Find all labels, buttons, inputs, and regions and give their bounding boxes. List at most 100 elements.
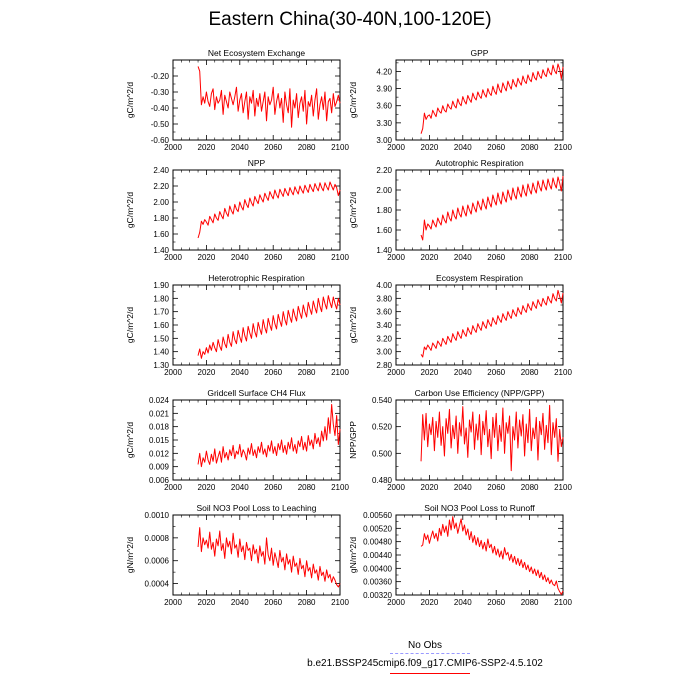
- panel-gpp-ytick-label: 3.00: [376, 136, 392, 145]
- panel-npp-ytick-label: 2.20: [153, 182, 169, 191]
- panel-ecosystem-respiration-ytick-label: 2.80: [376, 361, 392, 370]
- panel-carbon-use-efficiency-npp-gpp: Carbon Use Efficiency (NPP/GPP) 2000 2020 2…: [348, 388, 572, 492]
- panel-soil-no3-pool-loss-to-runoff-frame: [395, 514, 564, 596]
- panel-gpp-xtick-label: 2000: [387, 143, 405, 152]
- panel-gridcell-surface-ch4-flux-frame: [172, 399, 341, 481]
- panel-autotrophic-respiration-xtick-label: 2020: [421, 253, 439, 262]
- panel-gridcell-surface-ch4-flux-ytick-label: 0.021: [149, 409, 170, 418]
- panel-autotrophic-respiration-ylabel: gC/m^2/d: [348, 192, 358, 228]
- panel-soil-no3-pool-loss-to-leaching-xtick-label: 2000: [164, 598, 182, 607]
- panel-heterotrophic-respiration-ytick-label: 1.70: [153, 308, 169, 317]
- panel-gridcell-surface-ch4-flux-xtick-label: 2080: [298, 483, 316, 492]
- panel-net-ecosystem-exchange-ytick-label: -0.60: [151, 136, 170, 145]
- panel-soil-no3-pool-loss-to-runoff-xtick-label: 2100: [554, 598, 572, 607]
- panel-ecosystem-respiration-ylabel: gC/m^2/d: [348, 307, 358, 343]
- panel-gpp-xtick-label: 2080: [521, 143, 539, 152]
- panel-heterotrophic-respiration-ytick-label: 1.50: [153, 334, 169, 343]
- panel-carbon-use-efficiency-npp-gpp-xtick-label: 2060: [487, 483, 505, 492]
- panel-soil-no3-pool-loss-to-leaching-ytick-label: 0.0008: [145, 534, 170, 543]
- panel-net-ecosystem-exchange-ytick-label: -0.20: [151, 72, 170, 81]
- panel-heterotrophic-respiration-frame: [172, 284, 341, 366]
- legend-line-model-run: [390, 673, 470, 674]
- panel-soil-no3-pool-loss-to-runoff-xtick-label: 2080: [521, 598, 539, 607]
- panel-gpp-title: GPP: [471, 48, 489, 58]
- panel-soil-no3-pool-loss-to-runoff-xtick-label: 2060: [487, 598, 505, 607]
- panel-carbon-use-efficiency-npp-gpp-title: Carbon Use Efficiency (NPP/GPP): [415, 388, 545, 398]
- panel-ecosystem-respiration-ytick-label: 4.00: [376, 281, 392, 290]
- panel-heterotrophic-respiration-xtick-label: 2040: [231, 368, 249, 377]
- panel-soil-no3-pool-loss-to-leaching-xtick-label: 2060: [264, 598, 282, 607]
- panel-gridcell-surface-ch4-flux-xtick-label: 2000: [164, 483, 182, 492]
- panel-gridcell-surface-ch4-flux-xtick-label: 2100: [331, 483, 349, 492]
- panel-soil-no3-pool-loss-to-leaching-xtick-label: 2080: [298, 598, 316, 607]
- panel-soil-no3-pool-loss-to-leaching-ytick-label: 0.0010: [145, 511, 170, 520]
- panel-gridcell-surface-ch4-flux-ytick-label: 0.009: [149, 463, 170, 472]
- panel-npp-series-line-0: [197, 181, 341, 239]
- panel-soil-no3-pool-loss-to-runoff: Soil NO3 Pool Loss to Runoff 2000 2020 2040…: [348, 503, 572, 607]
- panel-ecosystem-respiration-ytick-label: 3.40: [376, 321, 392, 330]
- panel-ecosystem-respiration-xtick-label: 2000: [387, 368, 405, 377]
- panel-autotrophic-respiration-ytick-label: 1.40: [376, 246, 392, 255]
- panel-soil-no3-pool-loss-to-leaching-ylabel: gN/m^2/d: [125, 537, 135, 573]
- panel-carbon-use-efficiency-npp-gpp-xtick-label: 2100: [554, 483, 572, 492]
- panel-autotrophic-respiration-xtick-label: 2080: [521, 253, 539, 262]
- panel-gridcell-surface-ch4-flux-xtick-label: 2020: [198, 483, 216, 492]
- panel-carbon-use-efficiency-npp-gpp-ytick-label: 0.540: [372, 396, 393, 405]
- panel-heterotrophic-respiration-ytick-label: 1.90: [153, 281, 169, 290]
- panel-net-ecosystem-exchange: Net Ecosystem Exchange 2000 2020 2040 2060 20…: [125, 48, 349, 152]
- legend-entry-no-obs: No Obs: [408, 640, 442, 651]
- panel-gridcell-surface-ch4-flux-ytick-label: 0.024: [149, 396, 170, 405]
- panel-ecosystem-respiration-ytick-label: 3.60: [376, 308, 392, 317]
- panel-soil-no3-pool-loss-to-runoff-ytick-label: 0.00400: [363, 564, 392, 573]
- panel-npp-xtick-label: 2040: [231, 253, 249, 262]
- panel-heterotrophic-respiration-xtick-label: 2060: [264, 368, 282, 377]
- panel-heterotrophic-respiration-xtick-label: 2000: [164, 368, 182, 377]
- panel-gridcell-surface-ch4-flux-ytick-label: 0.006: [149, 476, 170, 485]
- panel-heterotrophic-respiration-ytick-label: 1.30: [153, 361, 169, 370]
- panel-soil-no3-pool-loss-to-leaching-title: Soil NO3 Pool Loss to Leaching: [196, 503, 316, 513]
- panel-gpp-xtick-label: 2020: [421, 143, 439, 152]
- panel-heterotrophic-respiration-xtick-label: 2020: [198, 368, 216, 377]
- panel-gpp-ylabel: gC/m^2/d: [348, 82, 358, 118]
- panel-heterotrophic-respiration-xtick-label: 2100: [331, 368, 349, 377]
- panel-carbon-use-efficiency-npp-gpp-xtick-label: 2080: [521, 483, 539, 492]
- panel-ecosystem-respiration-xtick-label: 2080: [521, 368, 539, 377]
- panel-autotrophic-respiration-ytick-label: 1.60: [376, 226, 392, 235]
- panel-autotrophic-respiration-xtick-label: 2040: [454, 253, 472, 262]
- panel-net-ecosystem-exchange-xtick-label: 2080: [298, 143, 316, 152]
- panel-gpp-xtick-label: 2060: [487, 143, 505, 152]
- panel-gpp-ytick-label: 3.30: [376, 119, 392, 128]
- panel-carbon-use-efficiency-npp-gpp-xtick-label: 2020: [421, 483, 439, 492]
- panel-npp-ytick-label: 1.40: [153, 246, 169, 255]
- panel-net-ecosystem-exchange-ytick-label: -0.40: [151, 104, 170, 113]
- panel-soil-no3-pool-loss-to-leaching-frame: [172, 514, 341, 596]
- panel-ecosystem-respiration-title: Ecosystem Respiration: [436, 273, 523, 283]
- panel-soil-no3-pool-loss-to-runoff-xtick-label: 2040: [454, 598, 472, 607]
- figure-title: Eastern China(30-40N,100-120E): [208, 9, 492, 30]
- panel-autotrophic-respiration-ytick-label: 1.80: [376, 206, 392, 215]
- panel-autotrophic-respiration-xtick-label: 2000: [387, 253, 405, 262]
- panel-net-ecosystem-exchange-xtick-label: 2020: [198, 143, 216, 152]
- panel-heterotrophic-respiration-series-line-0: [197, 295, 341, 359]
- panel-soil-no3-pool-loss-to-runoff-ylabel: gN/m^2/d: [348, 537, 358, 573]
- panel-autotrophic-respiration-title: Autotrophic Respiration: [435, 158, 524, 168]
- panel-npp-xtick-label: 2000: [164, 253, 182, 262]
- panel-npp-ytick-label: 1.80: [153, 214, 169, 223]
- panel-gridcell-surface-ch4-flux-ytick-label: 0.012: [149, 449, 170, 458]
- panel-net-ecosystem-exchange-xtick-label: 2100: [331, 143, 349, 152]
- panel-carbon-use-efficiency-npp-gpp-series-line-0: [420, 404, 564, 472]
- panel-gpp-ytick-label: 3.90: [376, 85, 392, 94]
- panel-gpp-ytick-label: 3.60: [376, 102, 392, 111]
- panel-soil-no3-pool-loss-to-runoff-ytick-label: 0.00560: [363, 511, 392, 520]
- panel-gpp-xtick-label: 2100: [554, 143, 572, 152]
- panel-npp-ytick-label: 1.60: [153, 230, 169, 239]
- panel-autotrophic-respiration-xtick-label: 2100: [554, 253, 572, 262]
- panel-autotrophic-respiration-series-line-0: [420, 175, 564, 241]
- panel-net-ecosystem-exchange-ylabel: gC/m^2/d: [125, 82, 135, 118]
- panel-soil-no3-pool-loss-to-runoff-ytick-label: 0.00440: [363, 551, 392, 560]
- panel-npp-ylabel: gC/m^2/d: [125, 192, 135, 228]
- panel-autotrophic-respiration-ytick-label: 2.00: [376, 186, 392, 195]
- panel-soil-no3-pool-loss-to-runoff-ytick-label: 0.00520: [363, 524, 392, 533]
- panel-heterotrophic-respiration-title: Heterotrophic Respiration: [208, 273, 305, 283]
